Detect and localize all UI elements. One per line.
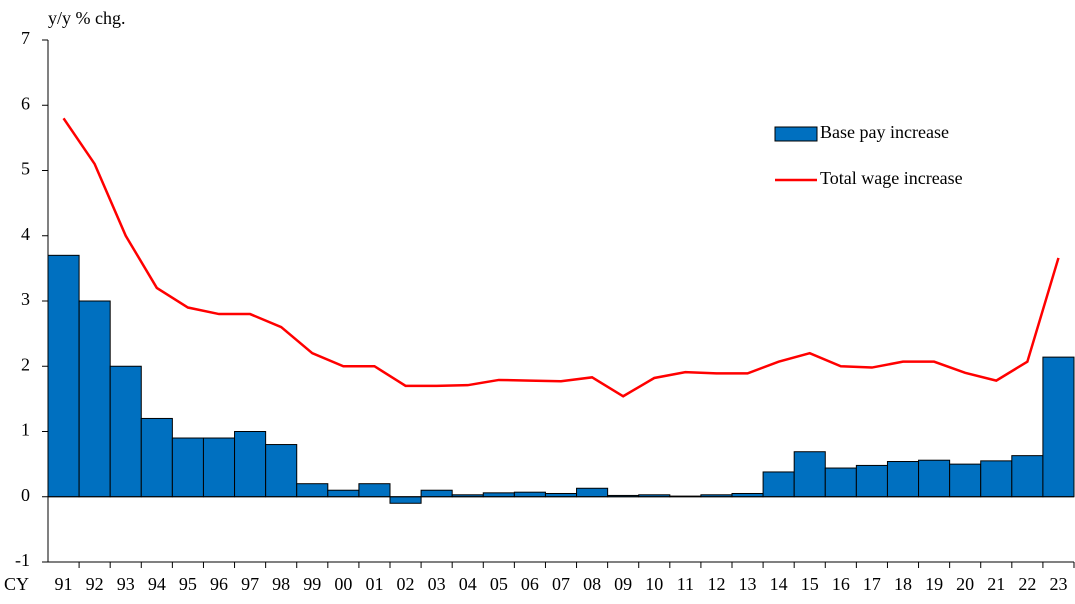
x-tick-label: 96 [210, 574, 228, 594]
x-tick-label: 94 [148, 574, 166, 594]
x-tick-label: 99 [303, 574, 321, 594]
x-tick-label: 04 [459, 574, 477, 594]
y-tick-label: 5 [21, 159, 30, 179]
line [62, 117, 1060, 398]
legend-label: Total wage increase [820, 168, 963, 188]
bar [420, 489, 453, 498]
x-tick-label: 00 [334, 574, 352, 594]
x-tick-label: 19 [925, 574, 943, 594]
bar [202, 437, 236, 498]
bar [47, 254, 80, 498]
x-tick-label: 14 [770, 574, 788, 594]
x-tick-label: 91 [55, 574, 73, 594]
bar [358, 483, 391, 498]
x-tick-label: 08 [583, 574, 601, 594]
bar [265, 444, 298, 498]
bar [855, 464, 888, 498]
bar [78, 300, 111, 498]
bar [1042, 356, 1075, 498]
x-tick-label: 01 [365, 574, 383, 594]
bar [234, 431, 267, 498]
x-tick-label: 97 [241, 574, 259, 594]
bar [482, 492, 515, 498]
x-tick-label: 13 [739, 574, 757, 594]
bar [109, 365, 142, 498]
x-tick-label: 11 [677, 574, 694, 594]
bar [327, 489, 360, 498]
bar [140, 417, 173, 498]
bar [824, 467, 857, 498]
bar [918, 459, 951, 498]
x-axis-label: CY [4, 574, 29, 594]
y-tick-label: 6 [21, 93, 30, 113]
y-tick-label: 0 [21, 485, 30, 505]
x-tick-label: 93 [117, 574, 135, 594]
x-tick-label: 15 [801, 574, 819, 594]
x-tick-label: 23 [1049, 574, 1067, 594]
y-tick-label: 2 [21, 354, 30, 374]
x-tick-label: 92 [86, 574, 104, 594]
x-tick-label: 16 [832, 574, 850, 594]
bar [1011, 455, 1044, 498]
bar [762, 471, 795, 498]
bar [513, 491, 546, 498]
x-tick-label: 09 [614, 574, 632, 594]
bar [886, 461, 920, 498]
bar [793, 451, 826, 498]
bar [296, 483, 329, 498]
x-tick-label: 98 [272, 574, 290, 594]
bar [576, 487, 609, 498]
y-tick-label: 4 [21, 224, 30, 244]
legend-label: Base pay increase [820, 122, 949, 142]
bar [949, 463, 982, 498]
y-tick-label: 3 [21, 289, 30, 309]
x-tick-label: 17 [863, 574, 881, 594]
x-tick-label: 05 [490, 574, 508, 594]
x-tick-label: 07 [552, 574, 570, 594]
x-tick-label: 20 [956, 574, 974, 594]
legend-swatch [774, 126, 818, 142]
bar [980, 460, 1013, 498]
x-tick-label: 21 [987, 574, 1005, 594]
y-tick-label: 1 [21, 420, 30, 440]
bar [389, 496, 422, 504]
y-tick-label: -1 [15, 550, 30, 570]
x-tick-label: 06 [521, 574, 539, 594]
x-tick-label: 03 [428, 574, 446, 594]
x-tick-label: 18 [894, 574, 912, 594]
x-tick-label: 02 [397, 574, 415, 594]
x-tick-label: 95 [179, 574, 197, 594]
x-tick-label: 10 [645, 574, 663, 594]
y-tick-label: 7 [21, 28, 30, 48]
x-tick-label: 22 [1018, 574, 1036, 594]
y-axis-label: y/y % chg. [48, 8, 125, 28]
x-tick-label: 12 [707, 574, 725, 594]
bar [171, 437, 204, 498]
